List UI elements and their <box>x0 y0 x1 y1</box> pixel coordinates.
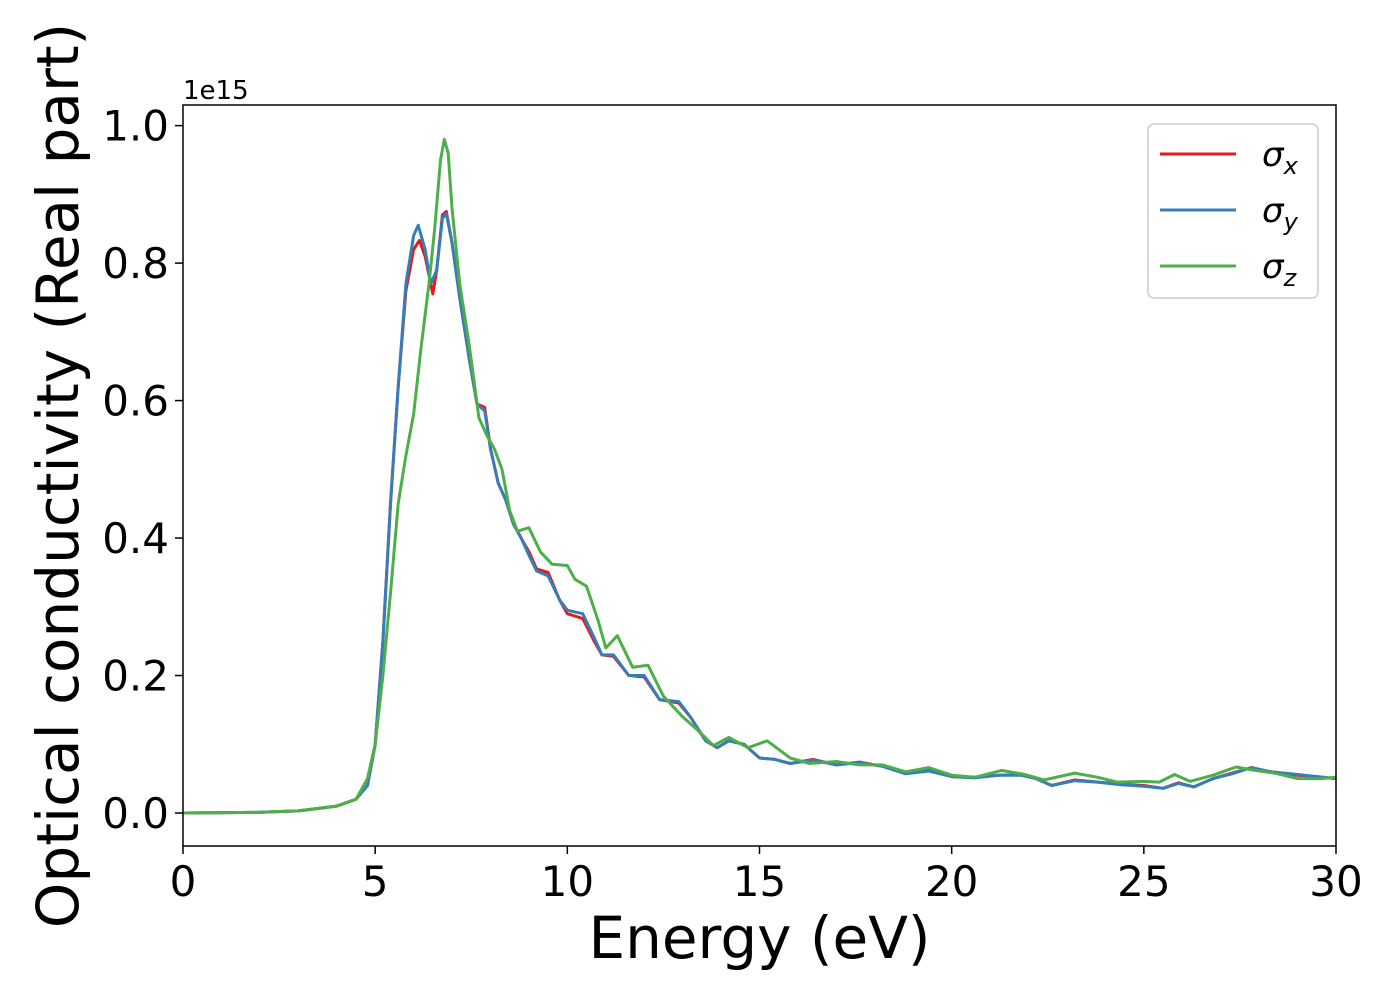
x-tick-label: 15 <box>733 857 786 906</box>
legend: σx σy σz <box>1147 123 1319 299</box>
y-axis-ticks: 0.0 0.2 0.4 0.6 0.8 1.0 <box>102 102 183 838</box>
y-tick-label: 0.4 <box>102 514 169 563</box>
x-tick-label: 20 <box>925 857 978 906</box>
x-axis-ticks: 0 5 10 15 20 25 30 <box>170 846 1363 906</box>
y-tick-label: 0.8 <box>102 239 169 288</box>
legend-label-y: σy <box>1262 191 1299 236</box>
legend-label-x: σx <box>1262 135 1299 180</box>
x-tick-label: 5 <box>362 857 389 906</box>
series-line-x <box>183 210 1336 815</box>
legend-label-z: σz <box>1262 247 1298 292</box>
y-axis-label: Optical conductivity (Real part) <box>24 23 92 928</box>
y-tick-label: 1.0 <box>102 102 169 151</box>
y-tick-label: 0.6 <box>102 377 169 426</box>
x-tick-label: 10 <box>541 857 594 906</box>
series-line-y <box>183 212 1336 815</box>
y-offset-label: 1e15 <box>183 76 249 106</box>
x-tick-label: 30 <box>1309 857 1362 906</box>
y-tick-label: 0.2 <box>102 652 169 701</box>
y-tick-label: 0.0 <box>102 789 169 838</box>
x-axis-label: Energy (eV) <box>588 904 930 972</box>
x-tick-label: 25 <box>1117 857 1170 906</box>
series-line-z <box>183 137 1336 815</box>
x-tick-label: 0 <box>170 857 197 906</box>
series-layer <box>183 137 1336 815</box>
